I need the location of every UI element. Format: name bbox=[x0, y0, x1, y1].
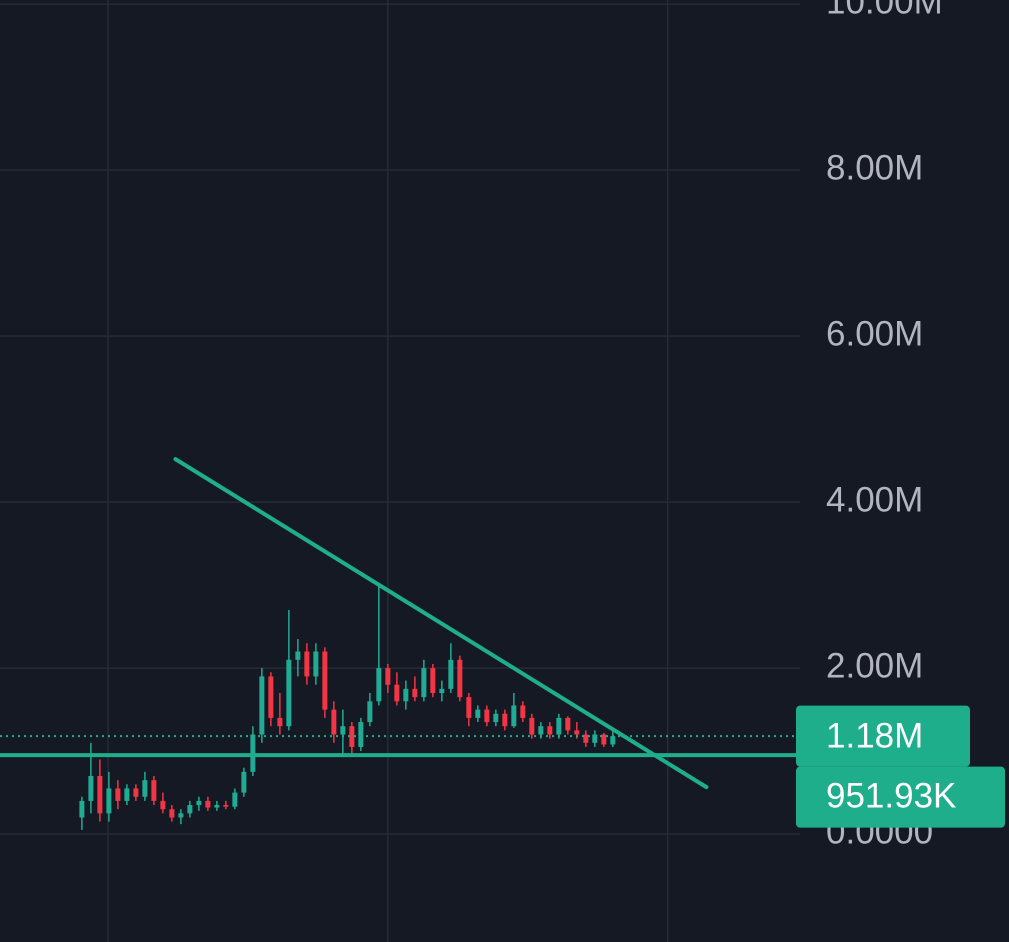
candle-body bbox=[115, 788, 121, 801]
candle-body bbox=[502, 713, 508, 727]
candle-body bbox=[520, 705, 526, 718]
candle-body bbox=[322, 651, 328, 710]
candle-body bbox=[484, 709, 490, 723]
candle-body bbox=[349, 726, 355, 747]
trend-line bbox=[173, 457, 709, 790]
candle-body bbox=[178, 813, 184, 818]
price-tag-label: 1.18M bbox=[826, 716, 923, 755]
y-tick-label: 2.00M bbox=[826, 646, 923, 685]
candle-body bbox=[196, 800, 202, 806]
candle-body bbox=[340, 726, 346, 735]
candle-body bbox=[205, 800, 211, 808]
candle-body bbox=[592, 734, 598, 743]
candle-body bbox=[169, 809, 175, 818]
candle-body bbox=[232, 792, 238, 807]
candle-body bbox=[295, 651, 301, 660]
price-tag bbox=[796, 766, 1005, 828]
candle-body bbox=[304, 651, 310, 677]
candle-body bbox=[529, 717, 535, 735]
candle-body bbox=[376, 668, 382, 702]
candle-body bbox=[547, 726, 553, 735]
candle-body bbox=[133, 788, 139, 797]
y-tick-label: 10.00M bbox=[826, 0, 943, 21]
candle-body bbox=[556, 717, 562, 735]
candle-body bbox=[79, 800, 85, 818]
candle-body bbox=[331, 709, 337, 735]
candle-body bbox=[493, 713, 499, 723]
y-tick-label: 8.00M bbox=[826, 148, 923, 187]
candle-body bbox=[412, 688, 418, 698]
candle-body bbox=[214, 805, 220, 808]
candle-body bbox=[601, 734, 607, 745]
candle-body bbox=[439, 688, 445, 694]
candle-body bbox=[457, 659, 463, 698]
candle-body bbox=[223, 805, 229, 807]
candle-body bbox=[538, 726, 544, 735]
candle-body bbox=[286, 659, 292, 727]
candle-body bbox=[421, 668, 427, 698]
candle-body bbox=[466, 697, 472, 718]
candle-body bbox=[97, 776, 103, 814]
candle-body bbox=[511, 705, 517, 727]
candle-body bbox=[475, 709, 481, 718]
candle-body bbox=[268, 676, 274, 718]
candle-body bbox=[430, 668, 436, 694]
price-tag-label: 951.93K bbox=[826, 776, 956, 815]
candle-body bbox=[277, 717, 283, 727]
candle-body bbox=[610, 736, 616, 745]
candle-body bbox=[358, 722, 364, 747]
candle-body bbox=[313, 651, 319, 677]
candle-body bbox=[448, 659, 454, 689]
candle-body bbox=[106, 788, 112, 814]
candle-body bbox=[394, 684, 400, 702]
candle-body bbox=[241, 771, 247, 793]
candle-body bbox=[583, 734, 589, 743]
candle-body bbox=[124, 788, 130, 801]
price-tag bbox=[796, 705, 970, 767]
candle-body bbox=[574, 730, 580, 735]
candle-body bbox=[88, 776, 94, 801]
candle-body bbox=[565, 717, 571, 731]
y-tick-label: 4.00M bbox=[826, 480, 923, 519]
candle-body bbox=[151, 780, 157, 801]
candle-body bbox=[385, 668, 391, 685]
candle-body bbox=[403, 688, 409, 702]
candle-body bbox=[142, 780, 148, 797]
y-tick-label: 6.00M bbox=[826, 314, 923, 353]
candle-body bbox=[259, 676, 265, 735]
candle-body bbox=[187, 805, 193, 814]
candle-body bbox=[367, 701, 373, 723]
candle-body bbox=[160, 800, 166, 810]
